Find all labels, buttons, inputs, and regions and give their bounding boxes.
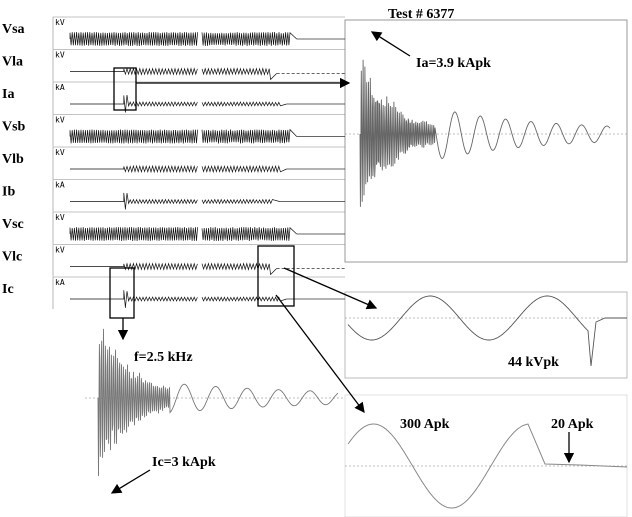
channel-label-ia: Ia	[2, 87, 14, 102]
channel-label-vsb: Vsb	[2, 120, 26, 135]
channel-unit-ib: kA	[55, 181, 65, 190]
ic-zoom-trace-group	[85, 328, 345, 477]
channel-unit-vsc: kV	[55, 213, 65, 222]
vlc-peak-label: 44 kVpk	[508, 355, 559, 370]
channel-label-vsa: Vsa	[2, 22, 25, 37]
ia-highlight-box	[113, 67, 137, 111]
trace-left-vsc	[69, 226, 198, 242]
trace-left-ia	[70, 94, 198, 113]
channel-vlb: Vlb kV	[2, 146, 345, 179]
ia-zoom-waveform	[359, 59, 611, 207]
channel-unit-ic: kA	[55, 278, 65, 287]
channel-vsb: Vsb kV	[2, 114, 345, 147]
channel-unit-ia: kA	[55, 83, 65, 92]
trace-right-vla	[201, 67, 277, 81]
trace-right-vsb	[201, 128, 297, 144]
current-detail-waveform	[347, 423, 628, 509]
vlc-connector-arrow	[283, 267, 378, 310]
channel-ia: Ia kA	[2, 81, 345, 114]
trace-left-vlb	[70, 164, 198, 174]
test-title: Test # 6377	[388, 7, 454, 22]
ic-zoom-waveform	[97, 328, 339, 477]
detail-connector-arrow	[275, 294, 365, 414]
trace-left-vla	[70, 67, 198, 76]
channel-unit-vlc: kV	[55, 246, 65, 255]
trace-right-ic	[201, 296, 287, 302]
ic-peak-annotation-arrow	[110, 469, 151, 494]
trace-right-ib	[201, 198, 280, 205]
vlc-zoom-trace-group	[345, 295, 627, 367]
trace-right-vsa	[201, 31, 297, 47]
channel-unit-vsa: kV	[55, 18, 65, 27]
ia-peak-label: Ia=3.9 kApk	[416, 56, 491, 71]
vlc-zoom-panel-frame	[344, 291, 628, 379]
trace-left-vlc	[70, 262, 198, 271]
trace-left-ib	[70, 192, 198, 210]
ic-highlight-box	[109, 267, 135, 319]
current-detail-trace-group	[345, 423, 628, 509]
channel-unit-vlb: kV	[55, 148, 65, 157]
300apk-label: 300 Apk	[400, 417, 450, 432]
channel-ib: Ib kA	[2, 179, 345, 212]
icurrent-detail-panel-frame	[344, 394, 628, 517]
channel-label-vlc: Vlc	[2, 250, 22, 265]
channel-label-ib: Ib	[2, 185, 15, 200]
channel-label-vsc: Vsc	[2, 217, 24, 232]
channel-label-ic: Ic	[2, 282, 14, 297]
channel-vsa: Vsa kV	[2, 16, 345, 49]
20apk-label: 20 Apk	[551, 417, 594, 432]
channel-vlc: Vlc kV	[2, 244, 345, 277]
trace-right-vlc	[201, 262, 277, 276]
frequency-label: f=2.5 kHz	[134, 350, 193, 365]
trace-right-vlb	[201, 164, 287, 174]
channel-ic: Ic kA	[2, 276, 345, 309]
trace-left-vsb	[69, 129, 198, 144]
vlc-zoom-waveform	[347, 295, 627, 367]
trace-right-vsc	[201, 226, 297, 242]
ia-peak-annotation-arrow	[370, 31, 411, 57]
channel-vla: Vla kV	[2, 49, 345, 82]
recorder-channels: Vsa kV Vla kV Ia kA Vsb kV Vlb kV Ib kA Vsc kV Vlc kV Ic…	[2, 16, 345, 309]
channel-label-vlb: Vlb	[2, 152, 24, 167]
vlc-highlight-box	[257, 245, 295, 307]
channel-vsc: Vsc kV	[2, 211, 345, 244]
channel-label-vla: Vla	[2, 55, 23, 70]
ia-zoom-trace-group	[345, 59, 627, 207]
ic-peak-label: Ic=3 kApk	[152, 455, 216, 470]
channel-unit-vla: kV	[55, 51, 65, 60]
trace-right-ia	[201, 101, 287, 107]
channel-unit-vsb: kV	[55, 116, 65, 125]
trace-left-vsa	[69, 31, 198, 47]
